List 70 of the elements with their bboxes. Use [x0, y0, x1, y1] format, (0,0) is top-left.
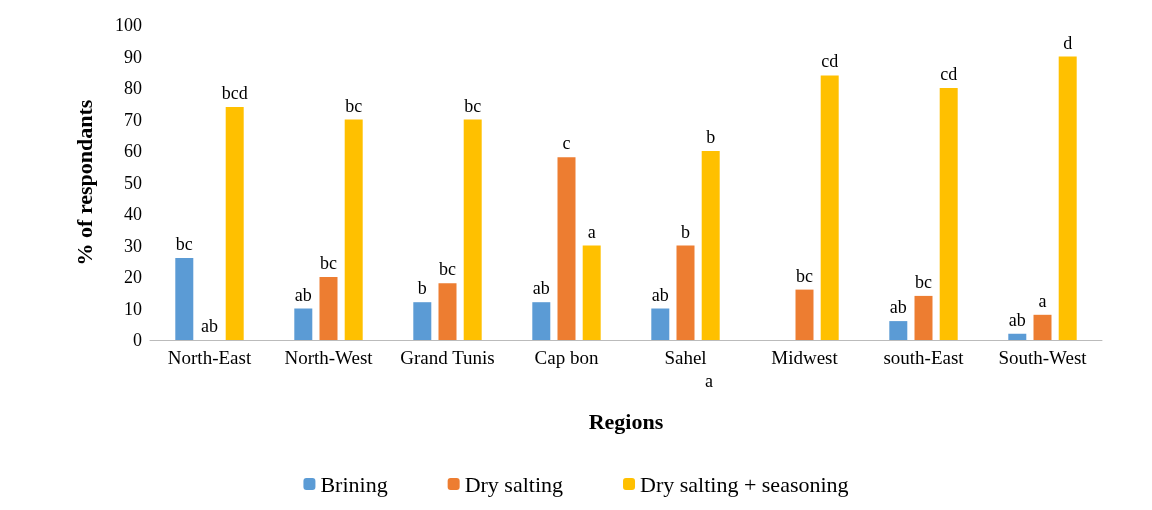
data-label: ab: [889, 297, 907, 318]
x-axis-title: Regions: [588, 408, 664, 434]
bar: [438, 283, 457, 340]
y-tick-label: 80: [124, 78, 142, 98]
x-tick-label: Grand Tunis: [400, 347, 495, 368]
x-tick-label: North-East: [167, 347, 252, 368]
y-tick-label: 50: [124, 172, 142, 193]
data-label: bc: [320, 253, 337, 273]
bar: [820, 75, 839, 340]
text: a: [705, 371, 713, 391]
data-label: b: [417, 278, 427, 299]
bar: [463, 119, 482, 340]
data-label: bc: [464, 95, 482, 116]
bar: [676, 245, 695, 340]
bar: [1008, 333, 1027, 340]
bar: [914, 295, 933, 340]
data-label: c: [562, 133, 571, 154]
data-label: b: [706, 127, 716, 147]
data-label: ab: [294, 284, 312, 305]
bar: [344, 119, 363, 340]
data-label: ab: [201, 316, 218, 336]
legend-label: Brining: [320, 471, 388, 497]
data-label: a: [1038, 290, 1047, 311]
data-label: ab: [532, 278, 550, 299]
x-tick-label: Sahel: [664, 347, 707, 368]
bar: [651, 308, 670, 340]
x-tick-label: south-East: [883, 347, 965, 368]
data-label: bc: [439, 259, 456, 280]
data-label: cd: [821, 51, 839, 72]
data-label: bcd: [221, 82, 248, 103]
legend-label: Dry salting: [464, 471, 564, 497]
data-label: cd: [940, 64, 958, 84]
data-label: bc: [915, 271, 932, 292]
data-label: bc: [796, 265, 813, 286]
data-label: d: [1063, 32, 1073, 53]
y-tick-label: 30: [124, 235, 142, 256]
y-tick-label: 10: [124, 298, 142, 319]
y-axis-title: % of respondants: [71, 99, 97, 266]
bar: [582, 245, 601, 340]
legend-label: Dry salting + seasoning: [640, 471, 849, 497]
x-tick-label: North-West: [284, 347, 374, 368]
y-tick-label: 90: [124, 46, 142, 67]
data-label: b: [681, 221, 690, 242]
bar: [795, 289, 814, 340]
bar: [889, 321, 908, 340]
y-tick-label: 100: [115, 15, 142, 35]
x-tick-label: Midwest: [771, 347, 839, 368]
data-label: a: [587, 221, 596, 242]
data-label: bc: [175, 234, 193, 255]
bar: [557, 157, 576, 340]
y-tick-label: 60: [124, 141, 142, 161]
bar: [225, 106, 244, 340]
x-tick-label: Cap bon: [534, 347, 599, 368]
bar: [1033, 314, 1052, 340]
data-label: ab: [651, 284, 669, 305]
bar: [175, 258, 194, 340]
bar: [1058, 56, 1077, 340]
data-label: ab: [1008, 309, 1026, 330]
y-tick-label: 20: [124, 267, 142, 287]
y-tick-label: 70: [124, 109, 142, 130]
y-tick-label: 0: [133, 330, 142, 350]
bar: [413, 302, 432, 340]
x-tick-label: South-West: [998, 347, 1088, 368]
data-label: bc: [345, 95, 363, 116]
bar: [701, 151, 720, 340]
bar: [532, 302, 551, 340]
bar: [319, 277, 338, 340]
bar: [294, 308, 313, 340]
bar: [939, 88, 958, 340]
y-tick-label: 40: [124, 204, 142, 224]
